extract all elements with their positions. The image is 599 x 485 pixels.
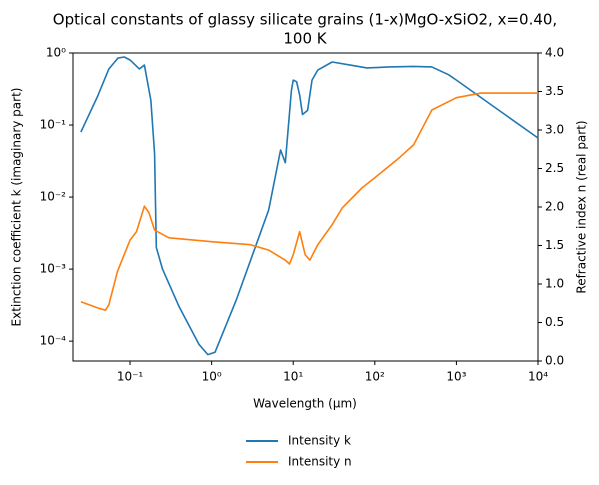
x-tick-label: 10⁻¹ — [117, 370, 144, 384]
legend-label: Intensity k — [288, 434, 351, 448]
x-tick-label: 10³ — [446, 370, 466, 384]
x-tick-label: 10⁰ — [202, 370, 222, 384]
y2-axis-label: Refractive index n (real part) — [575, 120, 589, 293]
y-tick-label: 10⁻⁴ — [40, 334, 67, 348]
plot-frame — [72, 52, 539, 362]
y2-tick-label: 0.5 — [545, 315, 564, 329]
y2-tick-label: 4.0 — [545, 46, 564, 60]
y2-tick-label: 1.5 — [545, 238, 564, 252]
x-tick-label: 10¹ — [283, 370, 303, 384]
y2-tick-label: 2.0 — [545, 200, 564, 214]
y2-tick-label: 3.0 — [545, 123, 564, 137]
series-line — [80, 56, 539, 356]
x-tick-label: 10² — [365, 370, 385, 384]
x-axis-label: Wavelength (μm) — [253, 397, 357, 411]
legend-label: Intensity n — [288, 455, 352, 469]
y-tick-label: 10⁻¹ — [40, 118, 67, 132]
y-axis-label: Extinction coefficient k (imaginary part… — [10, 88, 24, 327]
y-tick-label: 10⁻³ — [40, 262, 67, 276]
y-tick-label: 10⁰ — [46, 46, 66, 60]
chart-title: Optical constants of glassy silicate gra… — [53, 11, 557, 29]
y2-tick-label: 3.5 — [545, 84, 564, 98]
chart-subtitle: 100 K — [283, 30, 327, 48]
y2-tick-label: 1.0 — [545, 277, 564, 291]
series-line — [80, 92, 538, 311]
y2-tick-label: 0.0 — [545, 354, 564, 368]
y2-tick-label: 2.5 — [545, 161, 564, 175]
x-tick-label: 10⁴ — [528, 370, 548, 384]
y-tick-label: 10⁻² — [40, 190, 67, 204]
